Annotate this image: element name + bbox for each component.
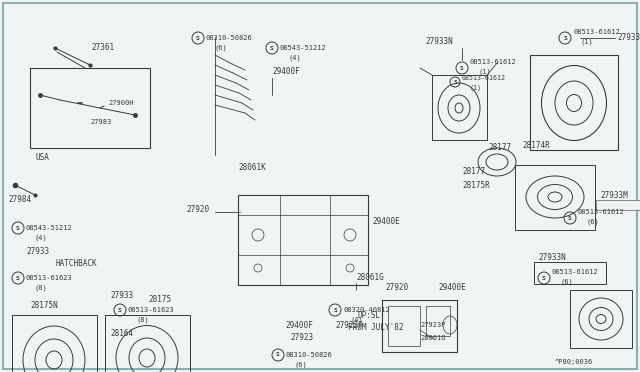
Text: ^P80;0036: ^P80;0036 bbox=[555, 359, 593, 365]
Text: (4): (4) bbox=[288, 55, 301, 61]
Text: 08543-51212: 08543-51212 bbox=[280, 45, 327, 51]
Text: 28164: 28164 bbox=[110, 328, 133, 337]
Text: 27933N: 27933N bbox=[538, 253, 566, 263]
Text: 08513-61612: 08513-61612 bbox=[470, 59, 516, 65]
Bar bbox=[105, 315, 190, 372]
Text: S: S bbox=[276, 353, 280, 357]
Text: 27933M: 27933M bbox=[617, 33, 640, 42]
Text: 08310-50826: 08310-50826 bbox=[286, 352, 333, 358]
Bar bbox=[534, 262, 606, 284]
Text: (1): (1) bbox=[478, 69, 491, 75]
Text: 27920: 27920 bbox=[186, 205, 209, 215]
Text: (6): (6) bbox=[214, 45, 227, 51]
Text: 28174R: 28174R bbox=[522, 141, 550, 150]
Bar bbox=[12, 315, 97, 372]
Text: 27983: 27983 bbox=[90, 119, 111, 125]
Text: (6): (6) bbox=[560, 279, 573, 285]
Text: 28175: 28175 bbox=[148, 295, 171, 305]
Text: 08543-51212: 08543-51212 bbox=[26, 225, 73, 231]
Text: HATCHBACK: HATCHBACK bbox=[55, 259, 97, 267]
Bar bbox=[530, 55, 618, 150]
Text: USA: USA bbox=[36, 153, 50, 161]
Text: 08513-61623: 08513-61623 bbox=[128, 307, 175, 313]
Bar bbox=[30, 68, 150, 148]
Text: 29400E: 29400E bbox=[438, 283, 466, 292]
Text: (4): (4) bbox=[34, 235, 47, 241]
Text: 27984: 27984 bbox=[8, 196, 31, 205]
Text: 28061K: 28061K bbox=[238, 164, 266, 173]
Bar bbox=[596, 200, 640, 210]
Text: 08513-61623: 08513-61623 bbox=[26, 275, 73, 281]
Text: (1): (1) bbox=[470, 85, 482, 91]
Text: 29400F: 29400F bbox=[285, 321, 313, 330]
Text: 08310-50826: 08310-50826 bbox=[206, 35, 253, 41]
Text: 27923: 27923 bbox=[290, 334, 313, 343]
Text: (6): (6) bbox=[294, 362, 307, 368]
Text: S: S bbox=[16, 225, 20, 231]
Text: 27923P: 27923P bbox=[420, 322, 445, 328]
Bar bbox=[388, 306, 420, 346]
Text: S: S bbox=[333, 308, 337, 312]
Text: S: S bbox=[16, 276, 20, 280]
Text: 08513-61612: 08513-61612 bbox=[573, 29, 620, 35]
Text: 27361: 27361 bbox=[91, 42, 114, 51]
Text: (1): (1) bbox=[581, 39, 594, 45]
Text: 08513-61612: 08513-61612 bbox=[578, 209, 625, 215]
Text: S: S bbox=[453, 80, 457, 84]
Text: 27933M: 27933M bbox=[600, 190, 628, 199]
Text: 28177: 28177 bbox=[488, 144, 511, 153]
Text: 27920: 27920 bbox=[385, 283, 408, 292]
Text: 08320-40812: 08320-40812 bbox=[343, 307, 390, 313]
Text: (8): (8) bbox=[136, 317, 148, 323]
Bar bbox=[382, 300, 457, 352]
Text: 28061G: 28061G bbox=[356, 273, 384, 282]
Text: 29400E: 29400E bbox=[372, 218, 400, 227]
Text: 27933: 27933 bbox=[26, 247, 49, 257]
Text: 28175R: 28175R bbox=[462, 180, 490, 189]
Text: S: S bbox=[196, 35, 200, 41]
Text: 27900H: 27900H bbox=[108, 100, 134, 106]
Text: (6): (6) bbox=[586, 219, 599, 225]
Text: S: S bbox=[460, 65, 464, 71]
Text: 28175N: 28175N bbox=[30, 301, 58, 310]
Text: 28177: 28177 bbox=[462, 167, 485, 176]
Text: S: S bbox=[118, 308, 122, 312]
Text: 28061G: 28061G bbox=[420, 335, 445, 341]
Text: S: S bbox=[270, 45, 274, 51]
Text: S: S bbox=[542, 276, 546, 280]
Text: (4): (4) bbox=[351, 317, 364, 323]
Text: 08513-61612: 08513-61612 bbox=[552, 269, 599, 275]
Bar bbox=[432, 75, 487, 140]
Text: 29400F: 29400F bbox=[272, 67, 300, 77]
Bar bbox=[570, 290, 632, 348]
Text: 27933: 27933 bbox=[110, 291, 133, 299]
Text: (8): (8) bbox=[34, 285, 47, 291]
Text: 27923P: 27923P bbox=[335, 321, 363, 330]
Text: 08513-61612: 08513-61612 bbox=[462, 75, 506, 81]
Text: S: S bbox=[563, 35, 567, 41]
Text: S: S bbox=[568, 215, 572, 221]
Bar bbox=[426, 306, 450, 336]
Bar bbox=[238, 195, 368, 285]
Text: DP:SL: DP:SL bbox=[358, 311, 381, 320]
Bar bbox=[515, 165, 595, 230]
Text: FROM JULY'82: FROM JULY'82 bbox=[348, 324, 403, 333]
Text: 27933N: 27933N bbox=[425, 38, 452, 46]
